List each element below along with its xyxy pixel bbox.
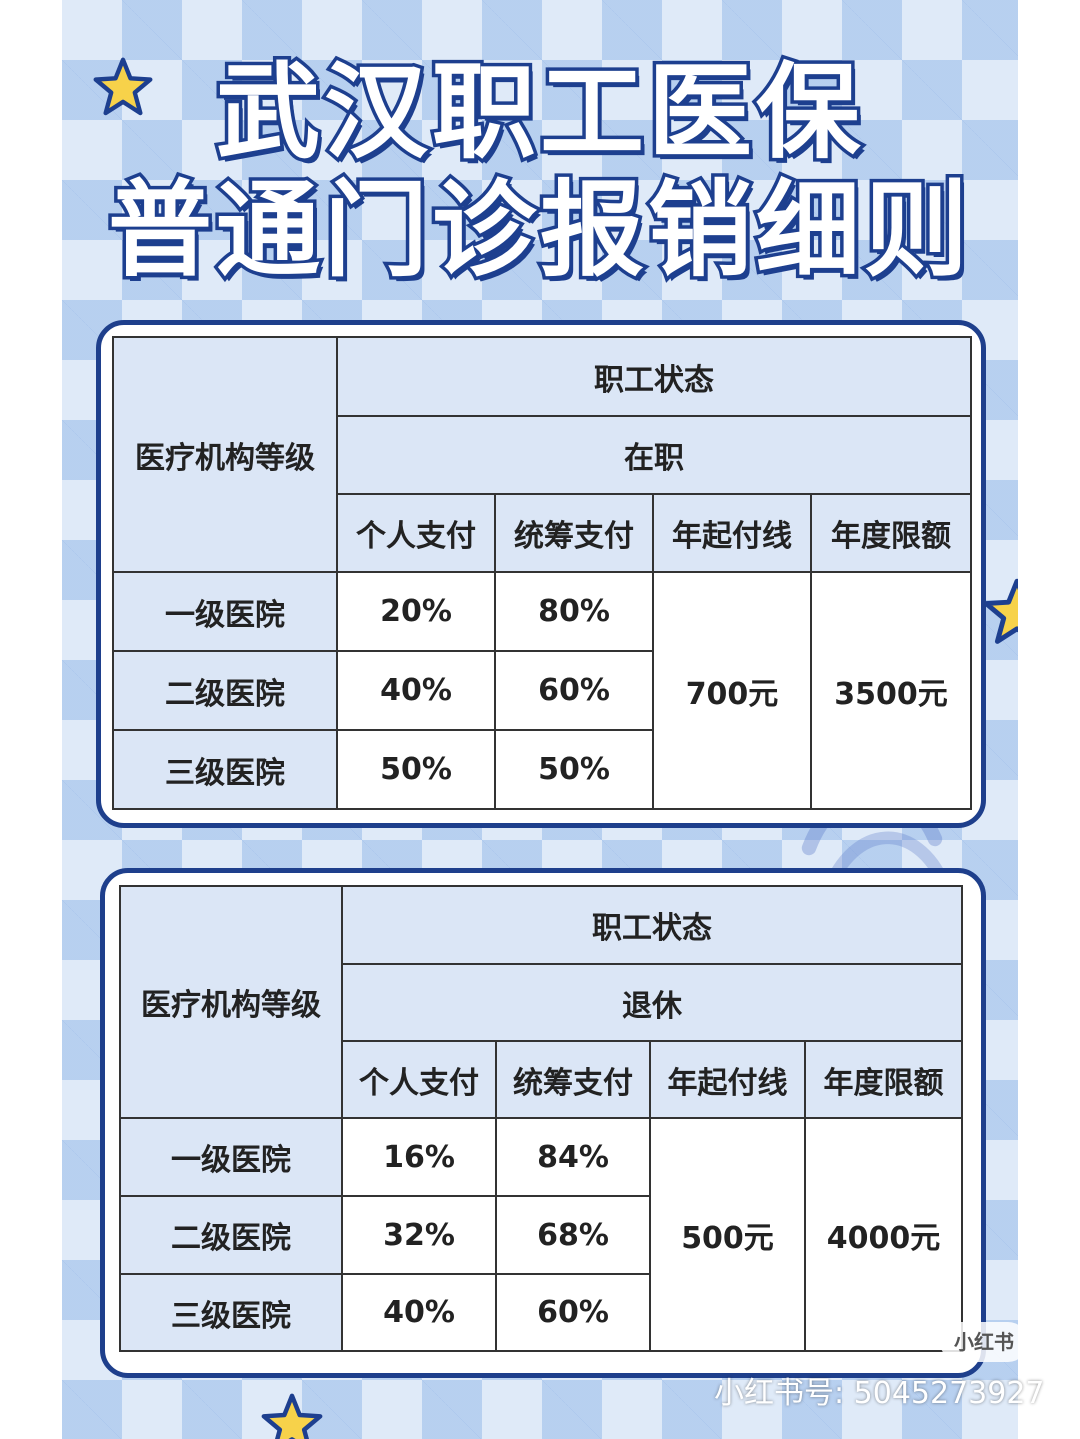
personal-rate-cell: 16% bbox=[341, 1117, 497, 1197]
annual-limit-cell: 3500元 bbox=[810, 571, 972, 810]
employed-reimbursement-table: 医疗机构等级 职工状态 在职 个人支付 统筹支付 年起付线 年度限额 一级医院 … bbox=[112, 336, 972, 810]
table-row: 一级医院 16% 84% 500元 4000元 bbox=[119, 1117, 963, 1352]
deductible-cell: 500元 bbox=[649, 1117, 806, 1352]
pooled-rate-cell: 60% bbox=[494, 650, 654, 731]
watermark-badge: 小红书 bbox=[940, 1322, 1028, 1362]
column-header-pooled: 统筹支付 bbox=[494, 493, 654, 573]
deductible-cell: 700元 bbox=[652, 571, 812, 810]
column-header-deductible: 年起付线 bbox=[649, 1040, 806, 1119]
personal-rate-cell: 40% bbox=[341, 1273, 497, 1352]
retired-reimbursement-table: 医疗机构等级 职工状态 退休 个人支付 统筹支付 年起付线 年度限额 一级医院 … bbox=[119, 885, 963, 1352]
star-icon bbox=[983, 578, 1018, 644]
hospital-level-cell: 三级医院 bbox=[112, 729, 338, 810]
column-header-personal: 个人支付 bbox=[336, 493, 496, 573]
hospital-level-cell: 二级医院 bbox=[112, 650, 338, 731]
pooled-rate-cell: 80% bbox=[494, 571, 654, 652]
hospital-level-cell: 三级医院 bbox=[119, 1273, 343, 1352]
pooled-rate-cell: 84% bbox=[495, 1117, 651, 1197]
table-row: 一级医院 20% 80% 700元 3500元 bbox=[112, 571, 972, 810]
status-label-cell: 职工状态 bbox=[341, 885, 963, 965]
page-title-line2: 普通门诊报销细则 bbox=[104, 167, 972, 294]
row-header-cell: 医疗机构等级 bbox=[112, 336, 338, 573]
star-icon bbox=[261, 1393, 323, 1439]
column-header-personal: 个人支付 bbox=[341, 1040, 497, 1119]
pooled-rate-cell: 60% bbox=[495, 1273, 651, 1352]
hospital-level-cell: 二级医院 bbox=[119, 1195, 343, 1275]
status-value-cell: 退休 bbox=[341, 963, 963, 1042]
status-label-cell: 职工状态 bbox=[336, 336, 972, 417]
personal-rate-cell: 20% bbox=[336, 571, 496, 652]
watermark-account-id: 小红书号: 5045273927 bbox=[714, 1376, 1045, 1411]
personal-rate-cell: 40% bbox=[336, 650, 496, 731]
annual-limit-cell: 4000元 bbox=[804, 1117, 963, 1352]
star-icon bbox=[93, 57, 153, 116]
page-title-line1: 武汉职工医保 bbox=[212, 49, 864, 176]
column-header-deductible: 年起付线 bbox=[652, 493, 812, 573]
table-row: 二级医院 32% 68% bbox=[119, 1195, 962, 1275]
personal-rate-cell: 50% bbox=[336, 729, 496, 810]
pooled-rate-cell: 68% bbox=[495, 1195, 651, 1275]
table-row: 二级医院 40% 60% bbox=[112, 650, 971, 731]
column-header-pooled: 统筹支付 bbox=[495, 1040, 651, 1119]
personal-rate-cell: 32% bbox=[341, 1195, 497, 1275]
table-row: 三级医院 50% 50% bbox=[112, 729, 971, 810]
column-header-annual-limit: 年度限额 bbox=[810, 493, 972, 573]
pooled-rate-cell: 50% bbox=[494, 729, 654, 810]
status-value-cell: 在职 bbox=[336, 415, 972, 495]
table-row: 三级医院 40% 60% bbox=[119, 1273, 962, 1352]
row-header-cell: 医疗机构等级 bbox=[119, 885, 343, 1119]
column-header-annual-limit: 年度限额 bbox=[804, 1040, 963, 1119]
hospital-level-cell: 一级医院 bbox=[119, 1117, 343, 1197]
hospital-level-cell: 一级医院 bbox=[112, 571, 338, 652]
